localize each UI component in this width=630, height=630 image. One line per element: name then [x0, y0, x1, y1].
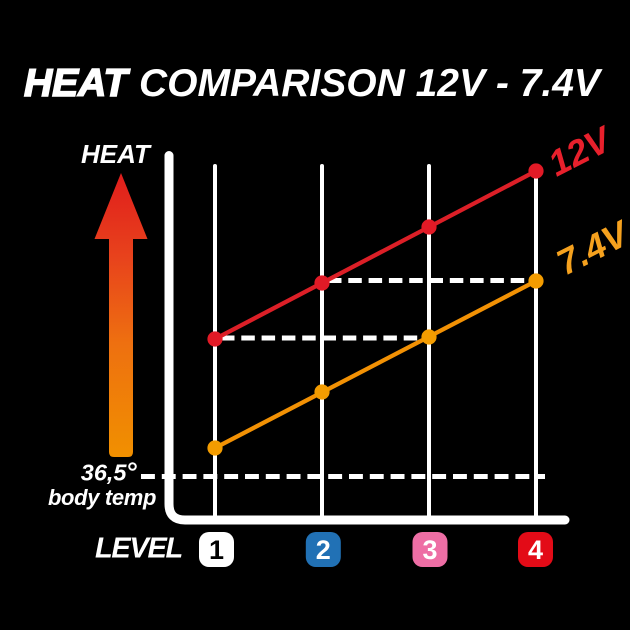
svg-text:12V: 12V — [542, 117, 620, 184]
svg-text:LEVEL: LEVEL — [95, 533, 183, 565]
svg-text:HEAT: HEAT — [81, 139, 152, 169]
svg-text:4: 4 — [528, 535, 543, 565]
svg-text:36,5: 36,5 — [81, 460, 128, 486]
svg-text:HEAT: HEAT — [24, 62, 130, 105]
svg-text:1: 1 — [209, 535, 224, 565]
svg-text:COMPARISON 12V - 7.4V: COMPARISON 12V - 7.4V — [139, 62, 603, 105]
svg-text:body temp: body temp — [48, 485, 156, 510]
svg-text:2: 2 — [316, 535, 331, 565]
svg-text:7.4V: 7.4V — [550, 212, 630, 284]
svg-text:3: 3 — [422, 535, 437, 565]
